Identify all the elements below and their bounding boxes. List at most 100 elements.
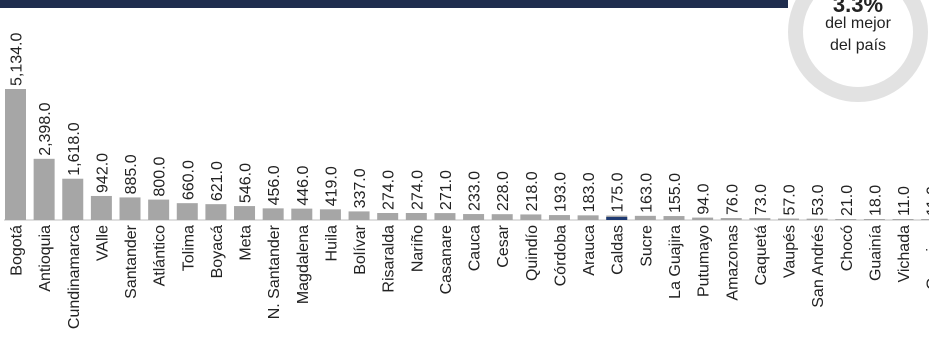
- category-label-30: Guainía: [867, 225, 884, 281]
- category-label-8: Meta: [238, 225, 255, 261]
- bar-14: [405, 213, 427, 220]
- value-label-25: 76.0: [724, 184, 741, 215]
- bar-15: [434, 213, 456, 220]
- category-label-28: San Andrés: [810, 225, 827, 308]
- category-label-29: Chocó: [839, 225, 856, 271]
- category-label-23: La Guajira: [667, 225, 684, 299]
- value-label-23: 155.0: [667, 173, 684, 213]
- category-label-13: Risaralda: [381, 225, 398, 293]
- category-label-21: Caldas: [610, 225, 627, 275]
- category-label-5: Atlántico: [152, 225, 169, 286]
- bar-8: [234, 206, 256, 220]
- category-label-17: Cesar: [495, 224, 512, 267]
- value-label-3: 942.0: [94, 153, 111, 193]
- bar-9: [262, 208, 284, 220]
- value-label-28: 53.0: [810, 184, 827, 215]
- bar-13: [377, 213, 399, 220]
- bar-18: [520, 214, 542, 220]
- category-label-22: Sucre: [638, 225, 655, 267]
- value-label-2: 1,618.0: [66, 122, 83, 175]
- callout-value: 3.3%: [832, 0, 884, 17]
- bar-10: [291, 208, 313, 220]
- bar-16: [463, 214, 485, 220]
- category-label-19: Córdoba: [552, 225, 569, 286]
- category-labels-group: Bogotá Antioquia Cundinamarca VAlle Santande…: [9, 224, 929, 329]
- value-label-5: 800.0: [152, 156, 169, 196]
- value-label-10: 446.0: [295, 165, 312, 205]
- bar-27: [778, 218, 800, 220]
- bar-3: [90, 195, 112, 220]
- value-label-15: 271.0: [438, 170, 455, 210]
- bar-11: [319, 209, 341, 220]
- bar-0: [5, 89, 26, 220]
- category-label-26: Caquetá: [753, 225, 770, 286]
- bars-group: [5, 89, 929, 220]
- category-label-10: Magdalena: [295, 225, 312, 304]
- value-label-26: 73.0: [753, 184, 770, 215]
- category-label-14: Nariño: [409, 225, 426, 272]
- bar-7: [205, 204, 227, 220]
- bar-12: [348, 211, 370, 220]
- bar-1: [33, 158, 55, 220]
- callout-text-line2: del país: [829, 37, 887, 54]
- category-label-7: Boyacá: [209, 225, 226, 278]
- value-label-27: 57.0: [782, 184, 799, 215]
- bar-highlight-marker: [606, 217, 628, 220]
- value-label-4: 885.0: [123, 154, 140, 194]
- value-label-21: 175.0: [610, 172, 627, 212]
- category-label-15: Casanare: [438, 225, 455, 294]
- value-label-9: 456.0: [266, 165, 283, 205]
- value-labels-group: 5,134.0 2,398.0 1,618.0 942.0 885.0 800.0 660.…: [9, 33, 929, 216]
- bar-4: [119, 197, 141, 220]
- value-label-22: 163.0: [638, 173, 655, 213]
- value-label-0: 5,134.0: [9, 33, 26, 86]
- category-label-16: Cauca: [467, 225, 484, 271]
- value-label-19: 193.0: [552, 172, 569, 212]
- value-label-18: 218.0: [524, 171, 541, 211]
- category-label-12: Bolívar: [352, 224, 369, 274]
- bar-30: [863, 219, 885, 220]
- category-label-6: Tolima: [180, 225, 197, 271]
- value-label-31: 11.0: [896, 186, 913, 216]
- value-label-8: 546.0: [238, 163, 255, 203]
- bar-25: [720, 218, 742, 220]
- bar-17: [491, 214, 513, 220]
- bar-31: [892, 219, 914, 220]
- bar-20: [577, 215, 599, 220]
- bar-22: [634, 215, 656, 220]
- category-label-27: Vaupés: [782, 225, 799, 278]
- bar-32: [921, 219, 929, 220]
- value-label-30: 18.0: [867, 185, 884, 216]
- bar-19: [548, 215, 570, 220]
- value-label-6: 660.0: [180, 160, 197, 200]
- category-label-11: Huila: [323, 225, 340, 262]
- category-label-0: Bogotá: [9, 225, 26, 276]
- category-label-1: Antioquia: [37, 225, 54, 292]
- bar-2: [62, 178, 84, 220]
- value-label-13: 274.0: [381, 170, 398, 210]
- category-label-2: Cundinamarca: [66, 225, 83, 329]
- category-label-3: VAlle: [94, 225, 111, 261]
- callout-text-line1: del mejor: [825, 15, 891, 32]
- category-label-25: Amazonas: [724, 225, 741, 301]
- value-label-24: 94.0: [696, 183, 713, 214]
- category-label-24: Putumayo: [696, 225, 713, 297]
- value-label-29: 21.0: [839, 185, 856, 216]
- value-label-12: 337.0: [352, 168, 369, 208]
- value-label-16: 233.0: [467, 171, 484, 211]
- bar-6: [176, 203, 198, 220]
- value-label-1: 2,398.0: [37, 102, 54, 155]
- category-label-9: N. Santander: [266, 224, 283, 319]
- bar-26: [749, 218, 771, 220]
- bar-29: [835, 219, 857, 220]
- category-label-20: Arauca: [581, 225, 598, 276]
- value-label-11: 419.0: [323, 166, 340, 206]
- value-label-7: 621.0: [209, 161, 226, 201]
- stat-callout: 3.3% del mejor del país: [788, 0, 928, 102]
- category-label-4: Santander: [123, 224, 140, 299]
- value-label-20: 183.0: [581, 172, 598, 212]
- header-bar: [0, 0, 788, 8]
- category-label-31: Vichada: [896, 225, 913, 283]
- bar-28: [806, 218, 828, 220]
